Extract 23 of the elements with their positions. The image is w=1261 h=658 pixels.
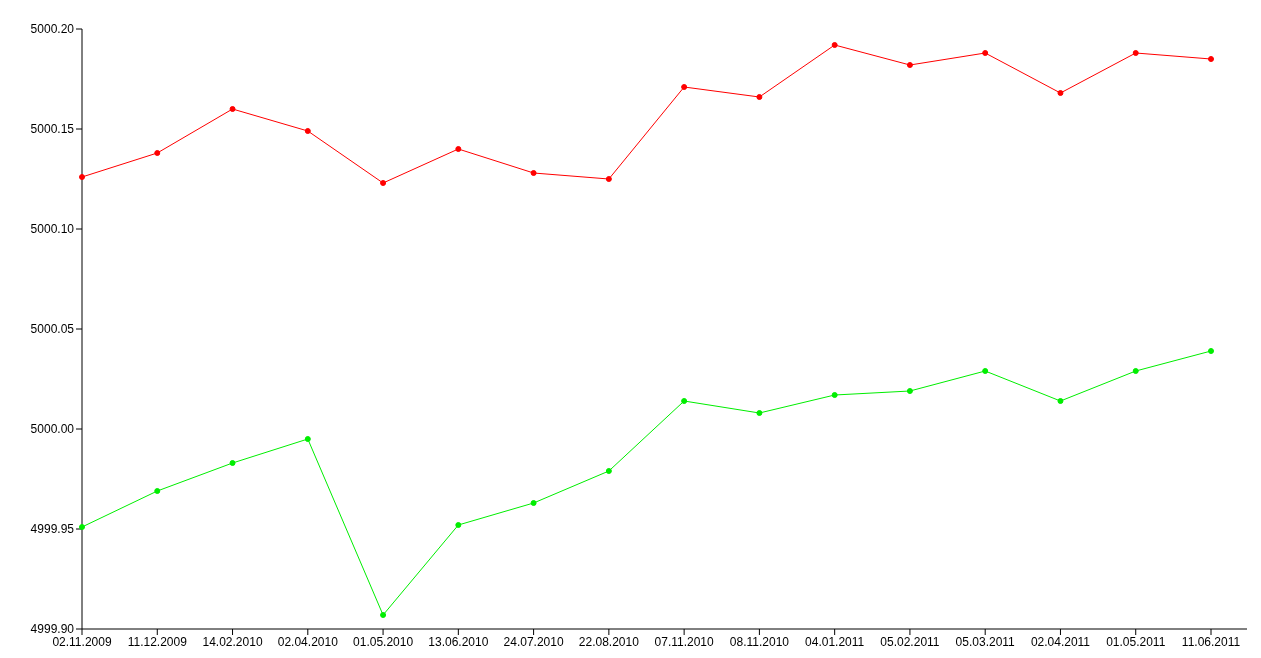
x-tick-label: 05.02.2011 (880, 634, 940, 649)
y-tick-label: 5000.10 (30, 222, 75, 237)
y-tick-label: 4999.90 (30, 622, 75, 637)
x-tick-label: 11.06.2011 (1181, 634, 1241, 649)
x-tick-label: 04.01.2011 (805, 634, 865, 649)
x-tick-label: 01.05.2011 (1106, 634, 1166, 649)
y-tick-label: 5000.05 (30, 322, 75, 337)
x-tick-label: 02.11.2009 (52, 634, 112, 649)
x-tick-label: 01.05.2010 (353, 634, 414, 649)
y-tick-label: 5000.00 (30, 422, 75, 437)
x-tick-label: 13.06.2010 (428, 634, 489, 649)
x-tick-label: 02.04.2010 (277, 634, 339, 649)
x-tick-label: 24.07.2010 (503, 634, 564, 649)
x-tick-label: 07.11.2010 (654, 634, 715, 649)
x-tick-label: 05.03.2011 (955, 634, 1016, 649)
x-tick-label: 22.08.2010 (578, 634, 640, 649)
x-tick-label: 08.11.2010 (729, 634, 790, 649)
y-tick-label: 5000.20 (30, 22, 75, 37)
x-tick-label: 11.12.2009 (127, 634, 188, 649)
x-tick-label: 02.04.2011 (1030, 634, 1091, 649)
x-tick-label: 14.02.2010 (202, 634, 263, 649)
y-tick-label: 5000.15 (30, 122, 75, 137)
y-tick-label: 4999.95 (30, 522, 75, 537)
